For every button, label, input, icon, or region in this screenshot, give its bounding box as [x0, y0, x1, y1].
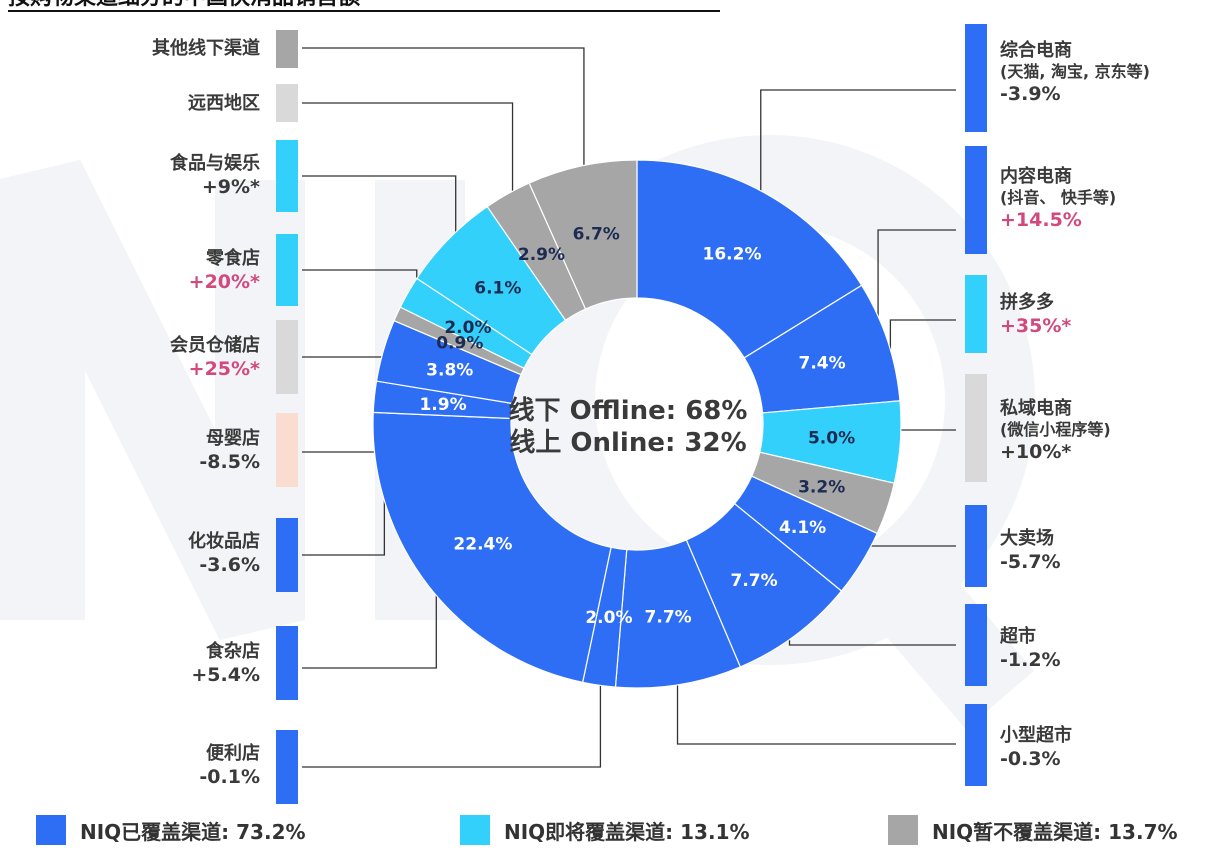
legend-swatch-soon — [460, 815, 490, 845]
value-label-1: 7.4% — [798, 354, 845, 374]
value-label-13: 6.1% — [474, 278, 521, 298]
center-online-label: 线上 Online: 32% — [509, 428, 746, 458]
slice-value-labels: 16.2% 7.4% 5.0% 3.2% 4.1% 7.7% 7.7% 2.0% 22.4% 1.… — [419, 224, 855, 628]
leader-line-5 — [788, 627, 956, 646]
label-far-west: 远西地区 — [188, 93, 260, 114]
label-cosmetics-store: 化妆品店 -3.6% — [188, 531, 260, 576]
legend-label-not: NIQ暂不覆盖渠道: 13.7% — [932, 819, 1178, 844]
bar-grocery — [276, 626, 298, 700]
value-label-9: 1.9% — [419, 395, 466, 415]
label-pinduoduo: 拼多多 +35%* — [1000, 292, 1072, 337]
value-label-15: 6.7% — [573, 224, 620, 244]
label-mini-supermarket: 小型超市 -0.3% — [1000, 725, 1072, 770]
leader-line-9 — [302, 397, 386, 556]
bar-supermarket — [965, 604, 987, 686]
label-content-ecommerce: 内容电商 (抖音、 快手等) +14.5% — [1000, 166, 1117, 231]
bar-hypermarket — [965, 505, 987, 587]
legend-swatch-covered — [36, 815, 66, 845]
label-supermarket: 超市 -1.2% — [1000, 626, 1061, 671]
bar-pinduoduo — [965, 275, 987, 353]
label-integrated-ecommerce: 综合电商 (天猫, 淘宝, 京东等) -3.9% — [1000, 40, 1150, 105]
leader-line-14 — [302, 102, 514, 203]
bar-mini-supermarket — [965, 704, 987, 786]
value-label-4: 4.1% — [779, 518, 826, 538]
bar-content-ecommerce — [965, 146, 987, 254]
slice-0 — [636, 159, 863, 359]
value-label-6: 7.7% — [645, 608, 692, 628]
value-label-7: 2.0% — [585, 608, 632, 628]
label-private-ecommerce: 私域电商 (微信小程序等) +10%* — [1000, 398, 1111, 463]
bar-membership-warehouse — [276, 320, 298, 394]
bar-food-entertainment — [276, 140, 298, 212]
legend-swatch-not — [888, 815, 918, 845]
label-grocery: 食杂店 +5.4% — [191, 641, 260, 686]
label-membership-warehouse: 会员仓储店 +25%* — [170, 335, 260, 380]
leader-line-0 — [760, 89, 956, 203]
label-food-entertainment: 食品与娱乐 +9%* — [170, 153, 260, 198]
value-label-5: 7.7% — [731, 571, 778, 591]
leader-line-13 — [302, 175, 457, 247]
value-label-2: 5.0% — [808, 428, 855, 448]
leader-line-7 — [302, 675, 602, 768]
page-title: 按购物渠道细分的中国快消品销售额 — [8, 0, 720, 12]
label-snack-store: 零食店 +20%* — [188, 248, 260, 293]
bar-cosmetics-store — [276, 518, 298, 592]
leader-line-8 — [302, 579, 437, 669]
bar-other-offline — [276, 30, 298, 68]
value-label-3: 3.2% — [798, 478, 845, 498]
legend-not: NIQ暂不覆盖渠道: 13.7% — [888, 814, 1178, 846]
bar-far-west — [276, 84, 298, 122]
leader-line-15 — [302, 47, 585, 176]
label-hypermarket: 大卖场 -5.7% — [1000, 528, 1061, 573]
donut-slices — [372, 159, 902, 689]
bar-private-ecommerce — [965, 374, 987, 482]
value-label-0: 16.2% — [703, 245, 762, 265]
center-offline-label: 线下 Offline: 68% — [509, 396, 748, 426]
value-label-11: 0.9% — [436, 334, 483, 354]
label-mother-baby: 母婴店 -8.5% — [199, 428, 260, 473]
legend-soon: NIQ即将覆盖渠道: 13.1% — [460, 814, 750, 846]
leader-line-6 — [676, 674, 956, 745]
bar-integrated-ecommerce — [965, 24, 987, 132]
label-convenience: 便利店 -0.1% — [199, 743, 260, 788]
value-label-8: 22.4% — [453, 535, 512, 555]
leader-line-12 — [302, 269, 418, 298]
value-label-10: 3.8% — [426, 361, 473, 381]
bar-mother-baby — [276, 413, 298, 487]
slice-15 — [528, 159, 638, 310]
label-other-offline: 其他线下渠道 — [152, 38, 260, 59]
bar-convenience — [276, 730, 298, 804]
legend-covered: NIQ已覆盖渠道: 73.2% — [36, 814, 306, 846]
leader-line-1 — [877, 229, 956, 344]
value-label-12: 2.0% — [444, 318, 491, 338]
bar-snack-store — [276, 234, 298, 306]
legend-label-soon: NIQ即将覆盖渠道: 13.1% — [504, 819, 750, 844]
slice-8 — [372, 411, 612, 684]
legend-label-covered: NIQ已覆盖渠道: 73.2% — [80, 819, 306, 844]
value-label-14: 2.9% — [518, 245, 565, 265]
